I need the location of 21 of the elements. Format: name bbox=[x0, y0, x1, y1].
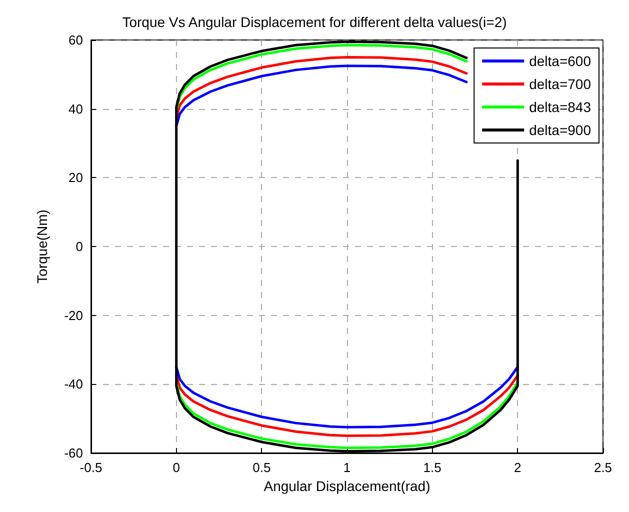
x-tick-label: 1 bbox=[343, 460, 351, 475]
y-tick-label: -40 bbox=[64, 376, 83, 392]
y-tick-label: 0 bbox=[76, 239, 83, 254]
legend-label: delta=600 bbox=[529, 53, 592, 69]
y-tick-label: 40 bbox=[68, 101, 83, 116]
legend-label: delta=700 bbox=[529, 76, 592, 92]
chart-title: Torque Vs Angular Displacement for different delta values(i=2) bbox=[122, 14, 507, 30]
x-tick-label: 2.5 bbox=[594, 460, 612, 475]
x-tick-label: 0 bbox=[172, 460, 180, 475]
y-tick-label: -20 bbox=[64, 308, 83, 323]
y-tick-label: 20 bbox=[68, 170, 83, 186]
x-tick-label: -0.5 bbox=[80, 460, 102, 475]
y-axis-title: Torque(Nm) bbox=[34, 210, 50, 284]
y-tick-label: -60 bbox=[64, 446, 83, 460]
x-tick-label: 2 bbox=[514, 460, 522, 475]
x-tick-label: 1.5 bbox=[423, 460, 442, 475]
legend-label: delta=900 bbox=[529, 122, 592, 138]
x-axis-title: Angular Displacement(rad) bbox=[264, 478, 430, 494]
x-tick-label: 0.5 bbox=[252, 460, 271, 475]
y-tick-label: 60 bbox=[68, 32, 83, 48]
legend-label: delta=843 bbox=[529, 99, 592, 115]
